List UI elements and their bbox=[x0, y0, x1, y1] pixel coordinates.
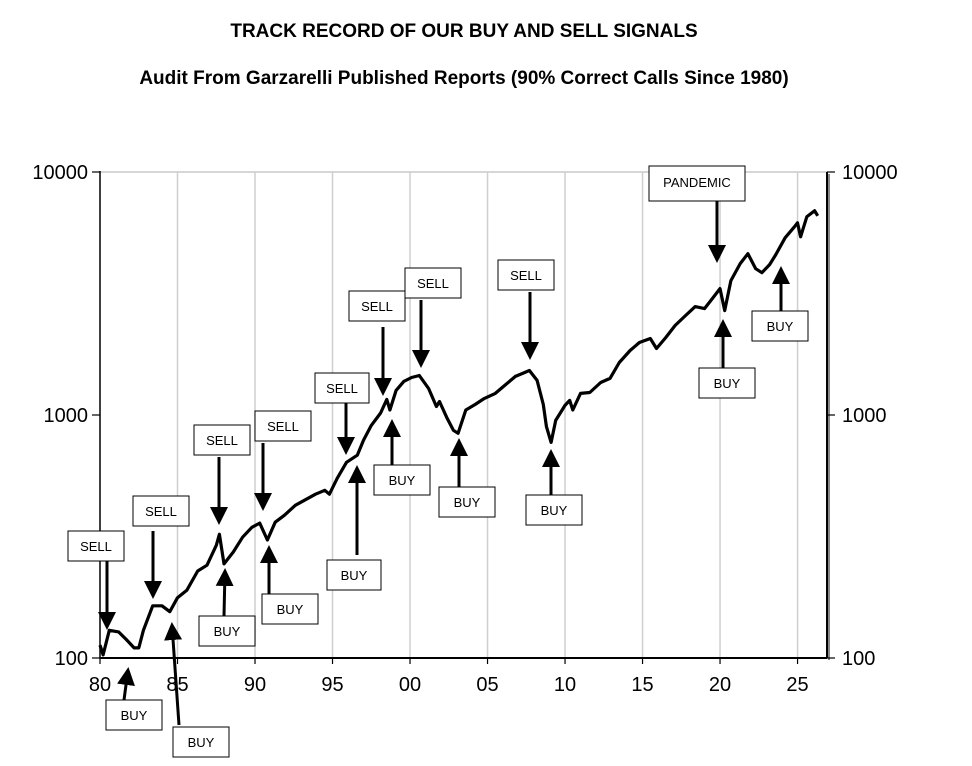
annotation-box bbox=[67, 530, 125, 562]
y-tick-label-left: 10000 bbox=[32, 162, 88, 184]
annotation-box bbox=[497, 259, 555, 291]
annotation-label-buy: BUY bbox=[714, 376, 741, 391]
y-tick-label-left: 1000 bbox=[44, 405, 89, 427]
annotation-box bbox=[525, 494, 583, 526]
annotation-box bbox=[648, 165, 746, 202]
annotation-label-sell: SELL bbox=[361, 299, 393, 314]
annotation-label-sell: SELL bbox=[80, 539, 112, 554]
annotation-label-buy: BUY bbox=[541, 503, 568, 518]
annotation-label-sell: SELL bbox=[145, 504, 177, 519]
y-tick-label-right: 1000 bbox=[842, 405, 887, 427]
chart-title: TRACK RECORD OF OUR BUY AND SELL SIGNALS bbox=[230, 21, 698, 42]
x-tick-label: 05 bbox=[476, 674, 498, 696]
x-tick-label: 25 bbox=[786, 674, 808, 696]
annotation-box bbox=[261, 593, 319, 625]
annotation-box bbox=[326, 559, 382, 591]
annotation-arrow bbox=[117, 667, 135, 701]
annotation-box bbox=[373, 464, 431, 496]
annotation-box bbox=[105, 699, 163, 731]
annotation-label-buy: BUY bbox=[188, 735, 215, 750]
x-tick-label: 95 bbox=[321, 674, 343, 696]
annotation-label-sell: SELL bbox=[326, 381, 358, 396]
x-tick-label: 00 bbox=[399, 674, 421, 696]
annotation-label-buy: BUY bbox=[767, 319, 794, 334]
x-tick-label: 20 bbox=[709, 674, 731, 696]
x-tick-label: 80 bbox=[89, 674, 111, 696]
y-tick-label-right: 10000 bbox=[842, 162, 898, 184]
x-tick-label: 10 bbox=[554, 674, 576, 696]
annotation-box bbox=[193, 424, 251, 456]
annotation-box bbox=[132, 495, 190, 527]
annotation-label-buy: BUY bbox=[341, 568, 368, 583]
annotation-label-buy: BUY bbox=[277, 602, 304, 617]
annotation-label-buy: BUY bbox=[389, 473, 416, 488]
annotation-label-buy: BUY bbox=[214, 624, 241, 639]
annotation-arrow bbox=[164, 622, 183, 726]
annotation-arrow bbox=[215, 568, 234, 617]
y-tick-label-right: 100 bbox=[842, 648, 875, 670]
annotation-label-sell: SELL bbox=[417, 276, 449, 291]
annotation-box bbox=[438, 486, 496, 518]
annotation-box bbox=[698, 367, 756, 399]
annotation-box bbox=[254, 410, 312, 442]
annotation-label-buy: BUY bbox=[454, 495, 481, 510]
x-tick-label: 15 bbox=[631, 674, 653, 696]
annotation-box bbox=[314, 372, 370, 404]
x-tick-label: 90 bbox=[244, 674, 266, 696]
annotation-box bbox=[172, 726, 230, 758]
annotation-box bbox=[404, 267, 462, 299]
annotation-label-sell: SELL bbox=[267, 419, 299, 434]
annotation-label-buy: BUY bbox=[121, 708, 148, 723]
annotation-box bbox=[348, 290, 406, 322]
y-tick-label-left: 100 bbox=[55, 648, 88, 670]
annotation-label-sell: SELL bbox=[206, 433, 238, 448]
chart-subtitle: Audit From Garzarelli Published Reports … bbox=[139, 68, 789, 89]
annotation-box bbox=[751, 310, 809, 342]
annotation-label-pandemic: PANDEMIC bbox=[663, 175, 731, 190]
annotation-label-sell: SELL bbox=[510, 268, 542, 283]
annotation-box bbox=[198, 615, 256, 647]
